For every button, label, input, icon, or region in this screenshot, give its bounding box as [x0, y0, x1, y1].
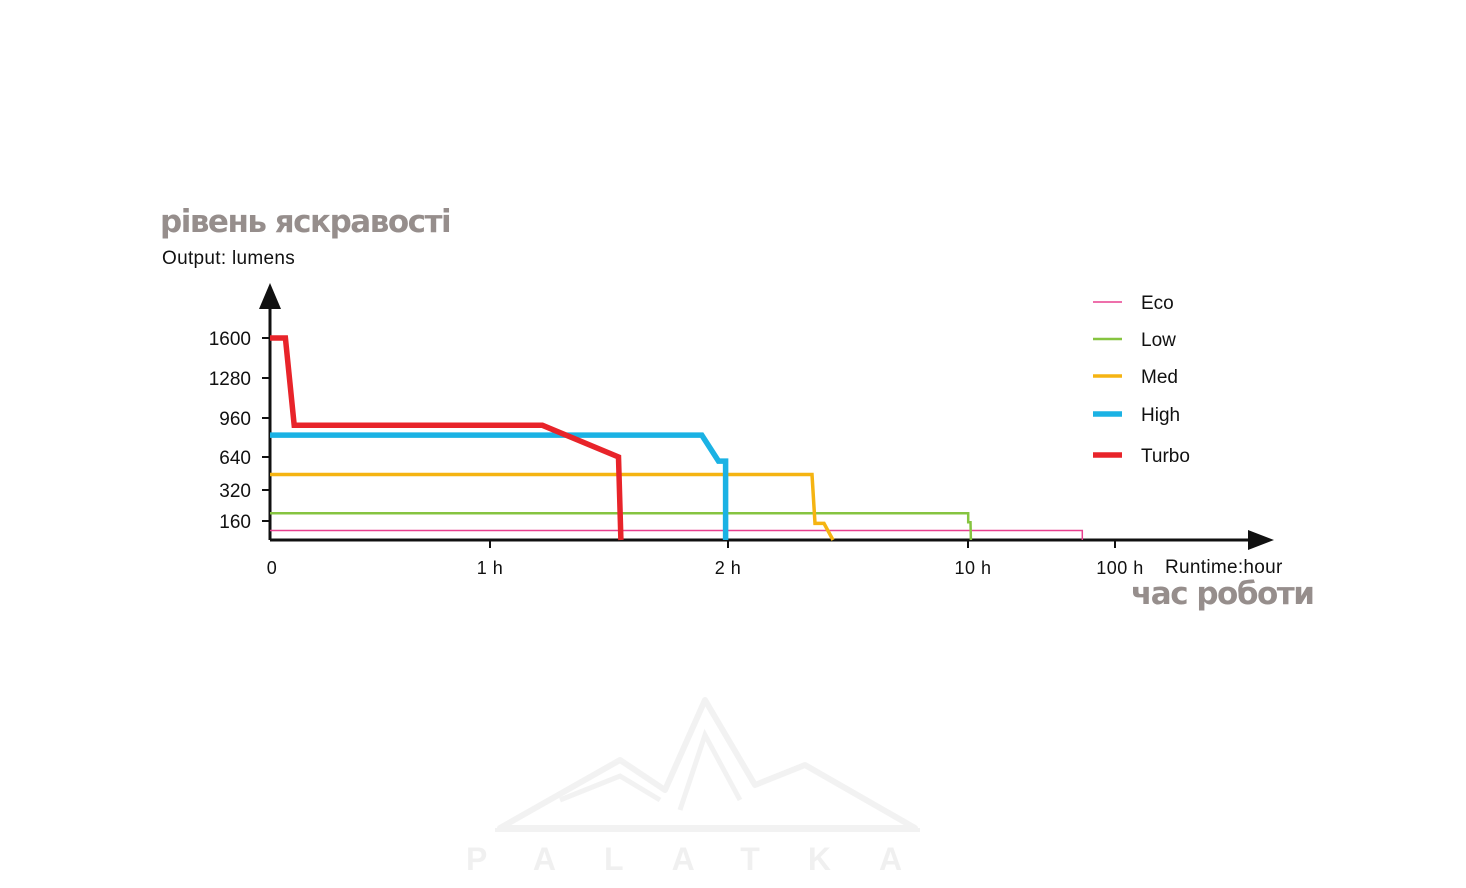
y-ticks: 1600 1280 960 640 320 160 [209, 329, 270, 533]
legend-label-eco: Eco [1141, 293, 1174, 314]
y-tick-label-960: 960 [219, 409, 251, 430]
legend-label-high: High [1141, 405, 1180, 426]
x-axis-label: Runtime:hour [1165, 557, 1283, 578]
watermark-text: PALATKA [466, 841, 950, 877]
x-tick-label-0: 0 [267, 558, 278, 578]
y-tick-label-1280: 1280 [209, 369, 251, 390]
series-line-low [270, 512, 973, 541]
y-axis-label: Output: lumens [162, 248, 296, 269]
series-line-eco [270, 529, 1084, 540]
y-tick-label-320: 320 [219, 481, 251, 502]
y-tick-label-160: 160 [219, 512, 251, 533]
legend: Eco Low Med High Turbo [1093, 293, 1190, 467]
palatka-watermark-logo: PALATKA [466, 697, 950, 877]
x-axis-arrow [1248, 530, 1274, 550]
y-axis-arrow [259, 283, 281, 309]
x-tick-label-4: 100 h [1096, 558, 1144, 578]
series-line-high [270, 432, 729, 540]
axes [259, 283, 1274, 550]
x-tick-label-3: 10 h [954, 558, 991, 578]
x-tick-label-1: 1 h [477, 558, 504, 578]
legend-label-turbo: Turbo [1141, 446, 1190, 467]
series-line-turbo [270, 335, 624, 541]
legend-label-low: Low [1141, 330, 1176, 351]
y-tick-label-640: 640 [219, 448, 251, 469]
legend-label-med: Med [1141, 367, 1178, 388]
x-axis-title-ua: час роботи [1131, 576, 1315, 612]
x-tick-label-2: 2 h [715, 558, 742, 578]
y-tick-label-1600: 1600 [209, 329, 251, 350]
chart-title: рівень яскравості [160, 204, 452, 240]
series-line-med [270, 472, 835, 541]
series-lines [270, 335, 1084, 541]
x-ticks: 0 1 h 2 h 10 h 100 h [267, 540, 1144, 578]
